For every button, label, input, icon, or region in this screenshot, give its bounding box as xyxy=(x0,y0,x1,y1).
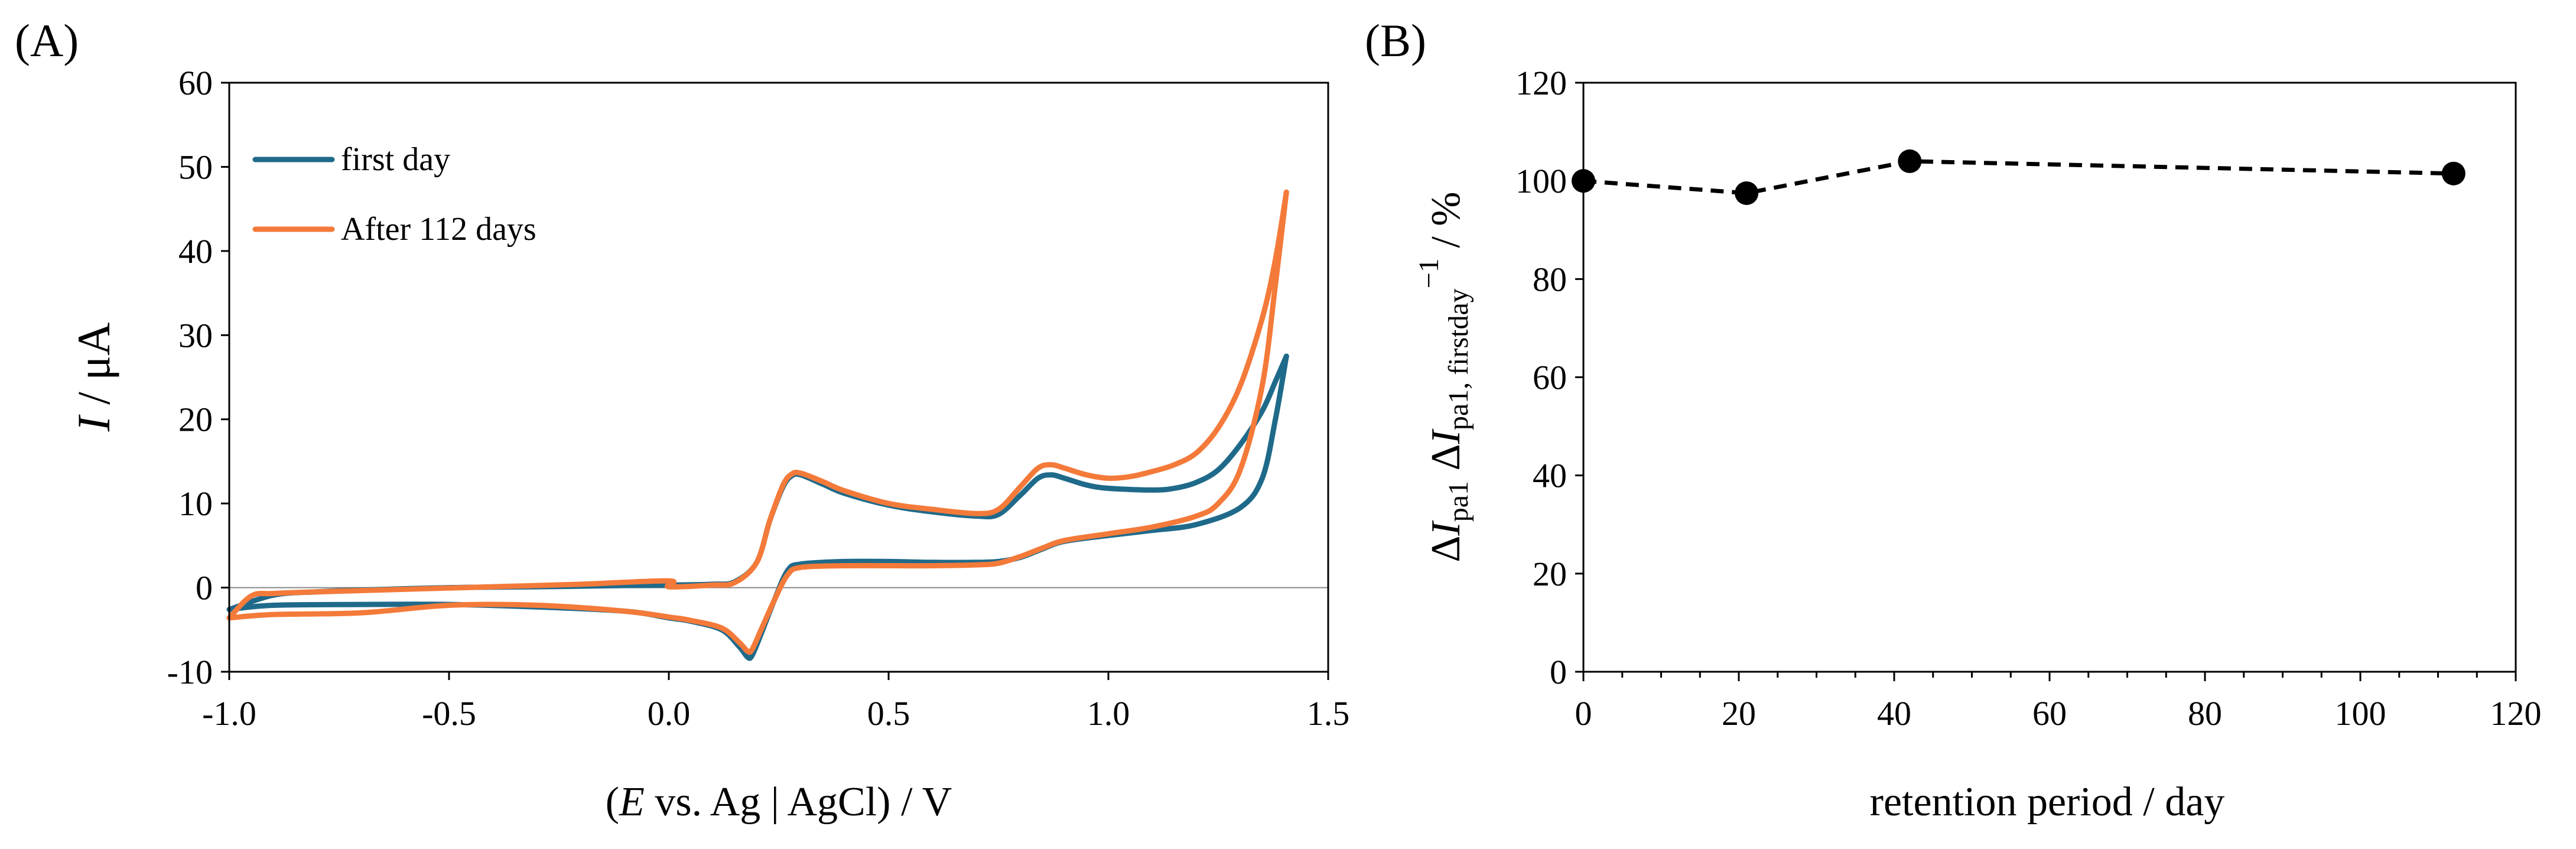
panel-a-y-tick-label: 50 xyxy=(178,148,213,186)
panel-b-x-tick-label: 0 xyxy=(1575,694,1592,733)
panel-b-x-tick-label: 20 xyxy=(1722,694,1756,733)
panel-b: (B) 0 20 40 60 80 100 120 0 20 40 60 80 100 120 reten… xyxy=(1365,15,2542,825)
cv-reverse-scan xyxy=(226,189,1289,655)
panel-b-x-tick-label: 100 xyxy=(2335,694,2386,733)
panel-a-y-axis-label: I / μA xyxy=(68,323,119,432)
panel-a-label: (A) xyxy=(15,15,79,66)
panel-b-y-tick-label: 120 xyxy=(1515,64,1567,102)
panel-a-y-tick-label: 30 xyxy=(178,316,213,354)
panel-a-y-tick-label: 40 xyxy=(178,232,213,271)
panel-a-legend: first day After 112 days xyxy=(252,141,536,248)
panel-b-y-tick-label: 60 xyxy=(1533,359,1567,397)
panel-b-x-tick-label: 40 xyxy=(1877,694,1911,733)
panel-b-label: (B) xyxy=(1365,15,1426,66)
panel-a-x-tick-label: -1.0 xyxy=(202,694,256,733)
panel-b-x-tick-label: 60 xyxy=(2032,694,2067,733)
panel-b-plot-frame xyxy=(1582,82,2517,673)
data-point-day-112 xyxy=(2441,161,2466,186)
panel-b-y-tick-label: 80 xyxy=(1533,260,1567,298)
cv-forward-scan xyxy=(226,353,1289,613)
panel-a-y-tick-label: 60 xyxy=(178,64,213,102)
panel-b-x-axis-label: retention period / day xyxy=(1870,779,2225,825)
panel-a-plot-frame xyxy=(228,82,1329,673)
panel-a-y-tick-label: -10 xyxy=(167,653,213,691)
panel-b-series xyxy=(1572,149,2466,205)
data-point-day-42 xyxy=(1898,149,1922,173)
panel-b-y-tick-label: 100 xyxy=(1515,162,1567,200)
retention-dashed-line xyxy=(1583,159,2454,196)
panel-a-x-tick-label: 1.0 xyxy=(1087,694,1130,733)
panel-b-x-tick-label: 120 xyxy=(2490,694,2542,733)
data-point-day-21 xyxy=(1735,181,1759,205)
panel-a-curves xyxy=(226,189,1289,661)
panel-b-y-axis-label: ΔIpa1 ΔIpa1, firstday−1 / % xyxy=(1413,191,1474,562)
panel-b-axes: 0 20 40 60 80 100 120 0 20 40 60 80 100 120 xyxy=(1515,64,2542,733)
panel-b-y-tick-label: 0 xyxy=(1550,653,1567,691)
panel-b-y-tick-label: 40 xyxy=(1533,457,1567,495)
panel-a-y-tick-label: 10 xyxy=(178,484,213,523)
series-after-112-days xyxy=(226,189,1289,655)
panel-a: (A) -10 0 10 20 30 40 50 60 -1.0 -0.5 0.0 0.5 1.0 1.5… xyxy=(15,15,1349,825)
cv-forward-scan xyxy=(226,189,1289,621)
panel-a-x-axis-label: (E vs. Ag | AgCl) / V xyxy=(606,779,952,825)
panel-b-y-tick-label: 20 xyxy=(1533,555,1567,593)
panel-a-x-tick-label: 0.5 xyxy=(867,694,910,733)
panel-b-x-tick-label: 80 xyxy=(2188,694,2222,733)
legend-label-first-day: first day xyxy=(341,141,450,178)
panel-a-axes: -10 0 10 20 30 40 50 60 -1.0 -0.5 0.0 0.5 1.0 1.5 xyxy=(167,64,1350,733)
legend-label-after-112-days: After 112 days xyxy=(341,211,536,248)
panel-a-y-tick-label: 0 xyxy=(196,569,213,607)
panel-a-x-tick-label: 0.0 xyxy=(648,694,691,733)
panel-a-x-tick-label: -0.5 xyxy=(422,694,476,733)
panel-a-y-tick-label: 20 xyxy=(178,401,213,439)
panel-a-x-tick-label: 1.5 xyxy=(1307,694,1350,733)
